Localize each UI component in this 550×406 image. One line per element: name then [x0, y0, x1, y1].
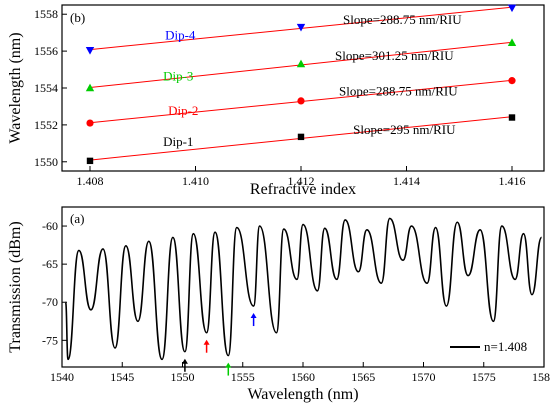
panel-a-y-tick-label: -60 [42, 219, 58, 233]
marker-dip-4 [507, 4, 517, 13]
panel-b-ticks: 1.408 1.410 1.412 1.414 1.416 1550 1552 1554 155… [34, 7, 526, 188]
panel-a-x-tick-label: 1550 [171, 370, 195, 384]
dip-arrow [225, 362, 232, 376]
marker-dip-1 [508, 114, 516, 121]
panel-b-markers [85, 4, 517, 165]
panel-a-transmission-chart: (a) 1540 1545 1550 1555 1560 1565 1570 1575 1580… [7, 206, 550, 403]
panel-b-y-tick-label: 1550 [34, 155, 58, 169]
panel-b-refractive-index-chart: (b) 1.408 1.410 1.412 1.414 1.416 1550 1552 155… [7, 4, 545, 198]
panel-a-x-tick-label: 1575 [472, 370, 496, 384]
panel-a-x-axis-title: Wavelength (nm) [247, 386, 358, 403]
panel-a-x-tick-label: 1560 [291, 370, 315, 384]
slope-label-dip-1: Slope=295 nm/RIU [353, 122, 456, 137]
panel-a-x-tick-label: 1540 [50, 370, 74, 384]
panel-b-x-axis-title: Refractive index [250, 181, 356, 198]
panel-b-label: (b) [70, 10, 85, 25]
marker-dip-2 [86, 119, 94, 127]
legend-label: n=1.408 [484, 339, 527, 354]
panel-b-frame [61, 4, 545, 172]
panel-a-label: (a) [70, 211, 84, 226]
panel-b-x-tick-label: 1.414 [393, 174, 420, 188]
panel-a-y-tick-label: -75 [42, 333, 58, 347]
panel-b-x-tick-label: 1.412 [288, 174, 315, 188]
series-label-dip-4: Dip-4 [165, 28, 196, 43]
panel-a-x-tick-label: 1565 [351, 370, 375, 384]
panel-a-x-tick-label: 1570 [412, 370, 436, 384]
panel-a-ticks: 1540 1545 1550 1555 1560 1565 1570 1575 1580 -60 -… [42, 219, 550, 384]
panel-a-y-axis-title: Transmission (dBm) [7, 221, 24, 352]
dip-arrow [203, 339, 210, 353]
panel-a-x-tick-label: 1555 [231, 370, 255, 384]
slope-label-dip-3: Slope=301.25 nm/RIU [335, 48, 454, 63]
series-label-dip-2: Dip-2 [168, 103, 198, 118]
marker-dip-2 [297, 97, 305, 105]
panel-a-x-tick-label: 1580 [532, 370, 550, 384]
panel-b-annotations: Dip-1 Slope=295 nm/RIU Dip-2 Slope=288.75 n… [163, 12, 462, 149]
panel-b-y-tick-label: 1558 [34, 7, 58, 21]
panel-b-x-tick-label: 1.416 [499, 174, 526, 188]
marker-dip-3 [85, 83, 95, 92]
panel-b-y-tick-label: 1556 [34, 44, 58, 58]
panel-b-x-tick-label: 1.408 [77, 174, 104, 188]
marker-dip-1 [86, 157, 94, 165]
dip-arrow [181, 358, 188, 372]
slope-label-dip-2: Slope=288.75 nm/RIU [339, 83, 458, 98]
panel-a-curve [64, 217, 543, 361]
marker-dip-3 [296, 59, 306, 68]
panel-b-y-tick-label: 1554 [34, 81, 58, 95]
slope-label-dip-4: Slope=288.75 nm/RIU [343, 12, 462, 27]
marker-dip-1 [297, 133, 305, 141]
panel-b-y-tick-label: 1552 [34, 118, 58, 132]
panel-a-y-tick-label: -70 [42, 295, 58, 309]
transmission-curve [64, 217, 543, 361]
panel-a-arrows [181, 313, 257, 376]
marker-dip-3 [507, 38, 517, 47]
panel-b-x-tick-label: 1.410 [182, 174, 209, 188]
panel-b-y-axis-title: Wavelength (nm) [7, 32, 24, 143]
panel-a-x-tick-label: 1545 [110, 370, 134, 384]
marker-dip-4 [296, 23, 306, 32]
series-label-dip-1: Dip-1 [163, 134, 193, 149]
panel-a-y-tick-label: -65 [42, 257, 58, 271]
panel-a-legend: n=1.408 [450, 339, 527, 354]
panel-a-frame [61, 206, 545, 368]
marker-dip-4 [85, 46, 95, 55]
marker-dip-2 [508, 77, 516, 85]
series-label-dip-3: Dip-3 [163, 69, 193, 84]
dip-arrow [250, 313, 257, 327]
